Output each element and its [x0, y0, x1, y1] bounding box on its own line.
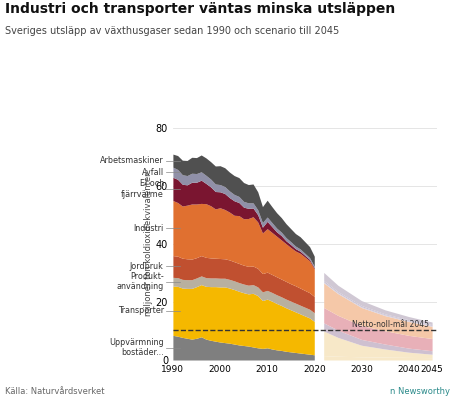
Text: n Newsworthy: n Newsworthy	[390, 387, 450, 396]
Text: Jordbruk: Jordbruk	[130, 262, 164, 271]
Text: Sveriges utsläpp av växthusgaser sedan 1990 och scenario till 2045: Sveriges utsläpp av växthusgaser sedan 1…	[5, 26, 339, 36]
Text: Transporter: Transporter	[118, 306, 164, 315]
Text: El och
fjärrvärme: El och fjärrvärme	[121, 179, 164, 198]
Text: Industri: Industri	[134, 224, 164, 232]
Text: Netto-noll-mål 2045: Netto-noll-mål 2045	[352, 320, 429, 329]
Text: Uppvärmning
bostäder...: Uppvärmning bostäder...	[109, 338, 164, 357]
Text: Produkt-
användning: Produkt- användning	[116, 272, 164, 291]
Y-axis label: miljoner ton koldioxidekvivalenter: miljoner ton koldioxidekvivalenter	[144, 172, 153, 316]
Text: Industri och transporter väntas minska utsläppen: Industri och transporter väntas minska u…	[5, 2, 395, 16]
Text: Arbetsmaskiner: Arbetsmaskiner	[100, 156, 164, 165]
Text: Avfall: Avfall	[142, 168, 164, 177]
Text: Källa: Naturvårdsverket: Källa: Naturvårdsverket	[5, 387, 104, 396]
